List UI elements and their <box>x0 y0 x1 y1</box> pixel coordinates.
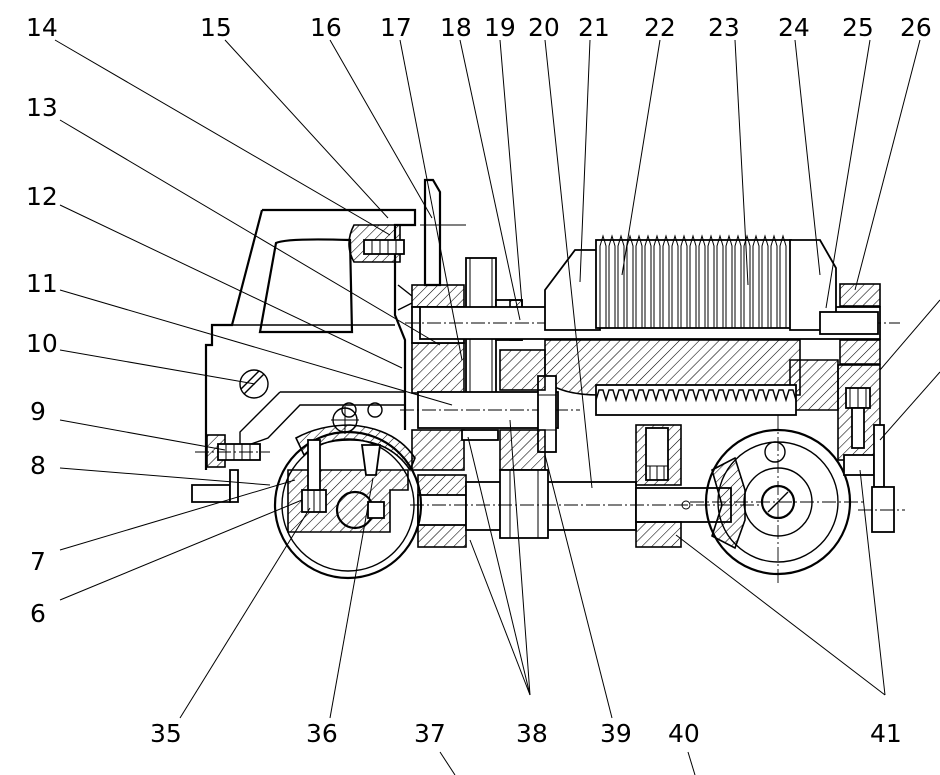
worm-thread-fin <box>671 234 679 328</box>
callout-14: 14 <box>26 13 58 42</box>
callout-13: 13 <box>26 93 58 122</box>
worm-thread-fin <box>644 234 652 328</box>
callout-19: 19 <box>484 13 516 42</box>
worm-thread-fin <box>698 234 706 328</box>
front-bumper <box>191 434 270 503</box>
worm-thread-fin <box>617 234 625 328</box>
callout-25: 25 <box>842 13 874 42</box>
worm-thread-fin <box>761 234 769 328</box>
callout-35: 35 <box>150 719 182 748</box>
worm-thread-fin <box>689 234 697 328</box>
vertical-plate <box>420 178 466 287</box>
callout-22: 22 <box>644 13 676 42</box>
worm-thread-fin <box>653 234 661 328</box>
worm-thread-fin <box>599 234 607 328</box>
rack-teeth <box>595 389 797 403</box>
callout-41: 41 <box>870 719 902 748</box>
worm-thread-fin <box>680 234 688 328</box>
worm-thread-fin <box>725 234 733 328</box>
callout-12: 12 <box>26 182 58 211</box>
callout-40: 40 <box>668 719 700 748</box>
worm-thread-fin <box>626 234 634 328</box>
worm-thread-fin <box>779 234 787 328</box>
worm-thread-fin <box>752 234 760 328</box>
callout-11: 11 <box>26 269 58 298</box>
callout-18: 18 <box>440 13 472 42</box>
worm-screw <box>595 234 792 329</box>
callout-labels: 14 15 16 17 18 19 20 21 22 23 24 25 26 1… <box>26 13 932 748</box>
right-bolts <box>837 364 905 533</box>
right-wheel <box>690 415 865 585</box>
callout-16: 16 <box>310 13 342 42</box>
callout-17: 17 <box>380 13 412 42</box>
callout-23: 23 <box>708 13 740 42</box>
callout-20: 20 <box>528 13 560 42</box>
callout-9: 9 <box>30 397 46 426</box>
worm-thread-fin <box>770 234 778 328</box>
worm-thread-fin <box>707 234 715 328</box>
worm-thread-fin <box>743 234 751 328</box>
left-wheel <box>273 406 423 580</box>
cab-bolt <box>348 224 405 263</box>
worm-thread-fin <box>662 234 670 328</box>
callout-21: 21 <box>578 13 610 42</box>
callout-10: 10 <box>26 329 58 358</box>
callout-36: 36 <box>306 719 338 748</box>
leader-lines <box>54 39 940 775</box>
worm-thread-fin <box>608 234 616 328</box>
worm-thread-fin <box>734 234 742 328</box>
callout-15: 15 <box>200 13 232 42</box>
callout-6: 6 <box>30 599 46 628</box>
callout-38: 38 <box>516 719 548 748</box>
callout-8: 8 <box>30 451 46 480</box>
bearing-block <box>635 424 682 548</box>
callout-26: 26 <box>900 13 932 42</box>
worm-end-block <box>789 239 881 365</box>
worm-thread-fin <box>716 234 724 328</box>
callout-7: 7 <box>30 547 46 576</box>
worm-thread-fin <box>635 234 643 328</box>
lower-shaft <box>410 469 760 548</box>
callout-24: 24 <box>778 13 810 42</box>
intermediate-gear <box>461 349 546 471</box>
rack <box>595 384 797 416</box>
callout-37: 37 <box>414 719 446 748</box>
callout-39: 39 <box>600 719 632 748</box>
